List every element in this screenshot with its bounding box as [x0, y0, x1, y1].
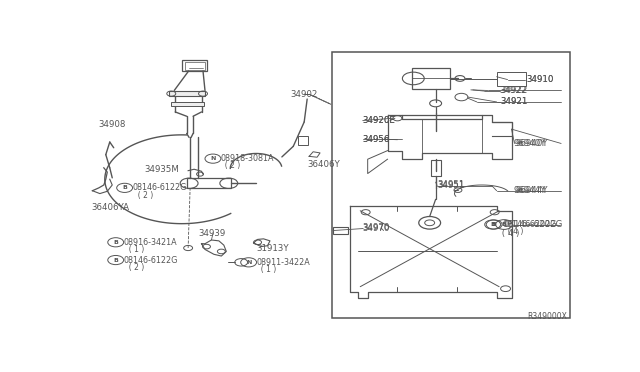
Text: B: B: [122, 185, 127, 190]
Text: N: N: [211, 156, 216, 161]
Text: 34951: 34951: [437, 181, 465, 190]
Text: 34921: 34921: [500, 97, 528, 106]
Text: 34970: 34970: [363, 224, 390, 232]
Text: 34920E: 34920E: [363, 116, 396, 125]
Text: 96944Y: 96944Y: [515, 186, 548, 195]
Text: 34921: 34921: [500, 97, 528, 106]
Bar: [169, 91, 205, 96]
Text: 34956: 34956: [363, 135, 390, 144]
Bar: [172, 102, 204, 106]
Bar: [497, 73, 526, 86]
Text: 96940Y: 96940Y: [514, 139, 547, 148]
Text: 08916-3421A: 08916-3421A: [124, 238, 177, 247]
Text: 34922: 34922: [500, 86, 528, 95]
Bar: [185, 62, 205, 70]
Text: B: B: [490, 222, 495, 227]
Text: 08146-6122G: 08146-6122G: [124, 256, 178, 264]
Text: ( 4 ): ( 4 ): [488, 229, 519, 238]
Text: 34910: 34910: [527, 74, 554, 83]
Bar: [187, 178, 231, 189]
Text: 08146-6202G: 08146-6202G: [502, 220, 557, 229]
Text: 34939: 34939: [198, 229, 225, 238]
Text: 96940Y: 96940Y: [515, 139, 548, 148]
Text: 36406YA: 36406YA: [91, 203, 129, 212]
Text: B: B: [113, 257, 118, 263]
Bar: [412, 68, 449, 89]
Text: 34922: 34922: [499, 86, 527, 95]
Text: 36406Y: 36406Y: [307, 160, 340, 169]
Text: R349000X: R349000X: [527, 312, 567, 321]
Text: B: B: [113, 240, 118, 245]
Text: 31913Y: 31913Y: [256, 244, 289, 253]
Text: 08146-6202G: 08146-6202G: [504, 220, 563, 229]
Text: 08911-3422A: 08911-3422A: [256, 258, 310, 267]
Text: 34951: 34951: [437, 180, 465, 189]
Text: 34910: 34910: [527, 74, 554, 83]
Text: 96944Y: 96944Y: [514, 186, 547, 195]
Text: 08146-6122G: 08146-6122G: [132, 183, 187, 192]
Text: N: N: [246, 260, 252, 265]
Text: ( 2 ): ( 2 ): [220, 161, 241, 170]
Text: B: B: [492, 222, 497, 227]
Text: B: B: [502, 222, 506, 227]
Text: 34920E: 34920E: [363, 116, 396, 125]
Text: 34902: 34902: [291, 90, 318, 99]
Text: 34908: 34908: [99, 121, 126, 129]
Text: 34956: 34956: [363, 135, 390, 144]
Text: ( 2 ): ( 2 ): [124, 263, 144, 272]
Text: ( 4 ): ( 4 ): [502, 227, 523, 236]
Bar: [298, 136, 308, 145]
Text: 08918-3081A: 08918-3081A: [220, 154, 274, 163]
Bar: [431, 160, 440, 176]
Text: ( 2 ): ( 2 ): [132, 190, 153, 199]
Text: 34935M: 34935M: [145, 165, 179, 174]
Text: 34970: 34970: [363, 224, 390, 233]
Bar: [182, 60, 207, 71]
Bar: [333, 227, 348, 234]
Text: ( 1 ): ( 1 ): [124, 245, 144, 254]
Text: ( 1 ): ( 1 ): [256, 265, 276, 274]
Bar: [332, 52, 570, 318]
